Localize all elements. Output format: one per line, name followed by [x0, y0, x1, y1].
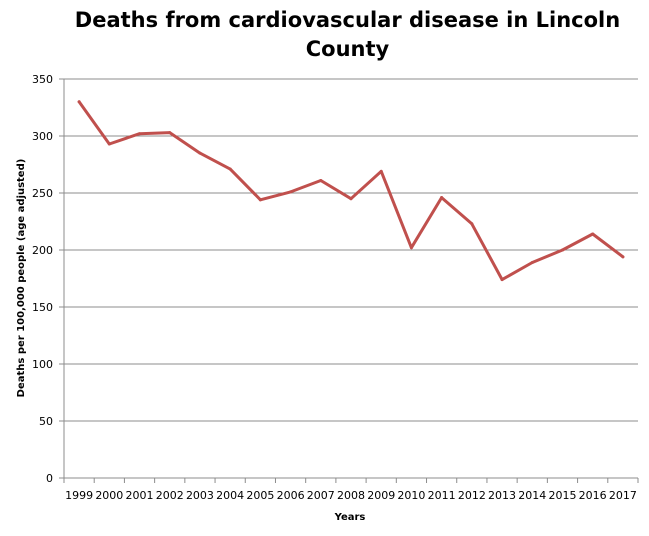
x-tick-label: 2015: [548, 489, 576, 502]
data-point: [349, 197, 353, 201]
grid-lines: [64, 78, 638, 422]
x-tick-label: 2000: [95, 489, 123, 502]
x-tick-label: 2016: [579, 489, 607, 502]
data-point: [379, 169, 383, 173]
x-tick-labels: 1999 2000 2001 2002 2003 2004 2005 2006 2007 2008…: [65, 489, 637, 502]
data-point: [621, 255, 625, 259]
x-tick-label: 2002: [156, 489, 184, 502]
x-tick-label: 2007: [307, 489, 335, 502]
data-point: [319, 178, 323, 182]
data-point: [591, 232, 595, 236]
x-axis-label: Years: [334, 512, 366, 523]
x-tick-label: 2008: [337, 489, 365, 502]
x-tick-label: 2004: [216, 489, 244, 502]
x-tick-label: 1999: [65, 489, 93, 502]
data-point: [560, 248, 564, 252]
y-tick-labels: 0 50 100 150 200 250 300 350: [32, 73, 53, 485]
y-tick-label: 0: [46, 472, 53, 485]
x-tick-label: 2011: [428, 489, 456, 502]
data-point: [500, 278, 504, 282]
axes: [59, 78, 639, 483]
series: [77, 100, 625, 282]
chart-title: Deaths from cardiovascular disease in Li…: [74, 8, 621, 61]
data-point: [138, 132, 142, 136]
data-point: [228, 167, 232, 171]
y-tick-label: 350: [32, 73, 53, 86]
data-point: [530, 261, 534, 265]
x-tick-label: 2001: [126, 489, 154, 502]
data-point: [168, 131, 172, 135]
y-tick-label: 100: [32, 358, 53, 371]
y-tick-label: 300: [32, 130, 53, 143]
y-axis-label: Deaths per 100,000 people (age adjusted): [16, 159, 27, 398]
y-tick-label: 150: [32, 301, 53, 314]
series-line: [77, 100, 625, 282]
x-tick-label: 2012: [458, 489, 486, 502]
y-tick-label: 200: [32, 244, 53, 257]
data-point: [107, 142, 111, 146]
y-tick-label: 250: [32, 187, 53, 200]
x-tick-label: 2005: [246, 489, 274, 502]
data-point: [258, 198, 262, 202]
x-tick-label: 2013: [488, 489, 516, 502]
data-point: [289, 190, 293, 194]
x-tick-label: 2010: [397, 489, 425, 502]
y-tick-label: 50: [39, 415, 53, 428]
x-tick-label: 2017: [609, 489, 637, 502]
x-tick-label: 2003: [186, 489, 214, 502]
x-tick-label: 2006: [277, 489, 305, 502]
data-point: [409, 246, 413, 250]
data-point: [470, 222, 474, 226]
x-tick-label: 2014: [518, 489, 546, 502]
data-point: [440, 196, 444, 200]
x-tick-label: 2009: [367, 489, 395, 502]
data-point: [77, 100, 81, 104]
data-point: [198, 151, 202, 155]
